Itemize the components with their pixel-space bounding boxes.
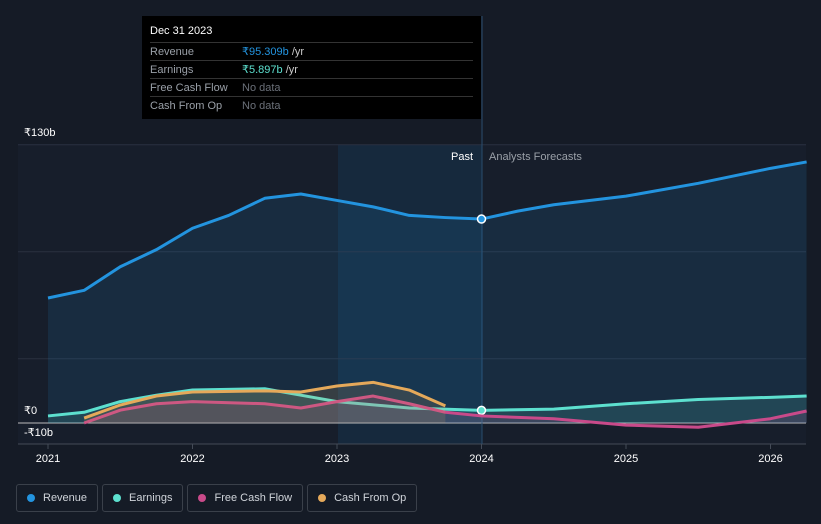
tooltip-value: No data bbox=[242, 81, 281, 94]
tooltip-label: Revenue bbox=[150, 45, 195, 58]
legend-item-revenue[interactable]: Revenue bbox=[16, 484, 99, 512]
x-tick-label: 2024 bbox=[469, 453, 493, 465]
legend-dot-icon bbox=[318, 494, 327, 502]
forecast-label: Analysts Forecasts bbox=[489, 151, 582, 163]
legend-dot-icon bbox=[27, 494, 35, 502]
chart: ₹130b ₹0 -₹10b 2021 2022 2023 2024 2025 2026 Past… bbox=[18, 16, 807, 465]
past-label: Past bbox=[451, 151, 473, 163]
tooltip-value: No data bbox=[242, 99, 281, 112]
tooltip-row: Cash From Op No data bbox=[150, 96, 473, 114]
y-tick-label: ₹130b bbox=[24, 127, 55, 139]
tooltip-date: Dec 31 2023 bbox=[150, 25, 213, 37]
legend: Revenue Earnings Free Cash Flow Cash From O… bbox=[16, 484, 418, 512]
past-highlight bbox=[338, 145, 482, 444]
legend-label: Earnings bbox=[129, 492, 173, 504]
revenue-line bbox=[47, 160, 807, 300]
legend-item-earnings[interactable]: Earnings bbox=[102, 484, 184, 512]
tooltip-value: ₹95.309b bbox=[242, 46, 289, 58]
tooltip-label: Earnings bbox=[150, 63, 194, 76]
cash-from-op-area bbox=[84, 382, 446, 423]
legend-label: Revenue bbox=[43, 492, 88, 504]
tooltip-unit: /yr bbox=[288, 45, 305, 58]
x-tick-label: 2021 bbox=[36, 453, 60, 465]
tooltip-row: Earnings ₹5.897b /yr bbox=[150, 60, 473, 78]
legend-label: Free Cash Flow bbox=[214, 492, 293, 504]
tooltip-label: Cash From Op bbox=[150, 99, 223, 112]
revenue-marker bbox=[476, 214, 487, 224]
legend-label: Cash From Op bbox=[334, 492, 407, 504]
cash-from-op-line bbox=[83, 380, 446, 420]
legend-dot-icon bbox=[198, 494, 207, 502]
tooltip-label: Free Cash Flow bbox=[150, 81, 228, 94]
y-tick-label: ₹0 bbox=[24, 405, 37, 417]
x-tick-label: 2022 bbox=[180, 453, 204, 465]
legend-item-cash-from-op[interactable]: Cash From Op bbox=[307, 484, 418, 512]
x-tick-label: 2026 bbox=[758, 453, 782, 465]
x-tick-label: 2023 bbox=[325, 453, 349, 465]
y-tick-label: -₹10b bbox=[24, 427, 53, 439]
revenue-area bbox=[48, 161, 807, 424]
tooltip-unit: /yr bbox=[282, 63, 298, 76]
legend-item-free-cash-flow[interactable]: Free Cash Flow bbox=[187, 484, 304, 512]
earnings-marker bbox=[476, 405, 487, 416]
legend-dot-icon bbox=[113, 494, 122, 502]
tooltip-row: Revenue ₹95.309b /yr bbox=[150, 42, 473, 60]
tooltip-row: Free Cash Flow No data bbox=[150, 78, 473, 96]
earnings-area bbox=[48, 388, 807, 423]
free-cash-flow-line bbox=[83, 394, 807, 429]
tooltip-value: ₹5.897b bbox=[242, 64, 283, 76]
tooltip: Dec 31 2023 Revenue ₹95.309b /yr Earnings ₹… bbox=[142, 16, 481, 119]
x-tick-label: 2025 bbox=[614, 453, 638, 465]
